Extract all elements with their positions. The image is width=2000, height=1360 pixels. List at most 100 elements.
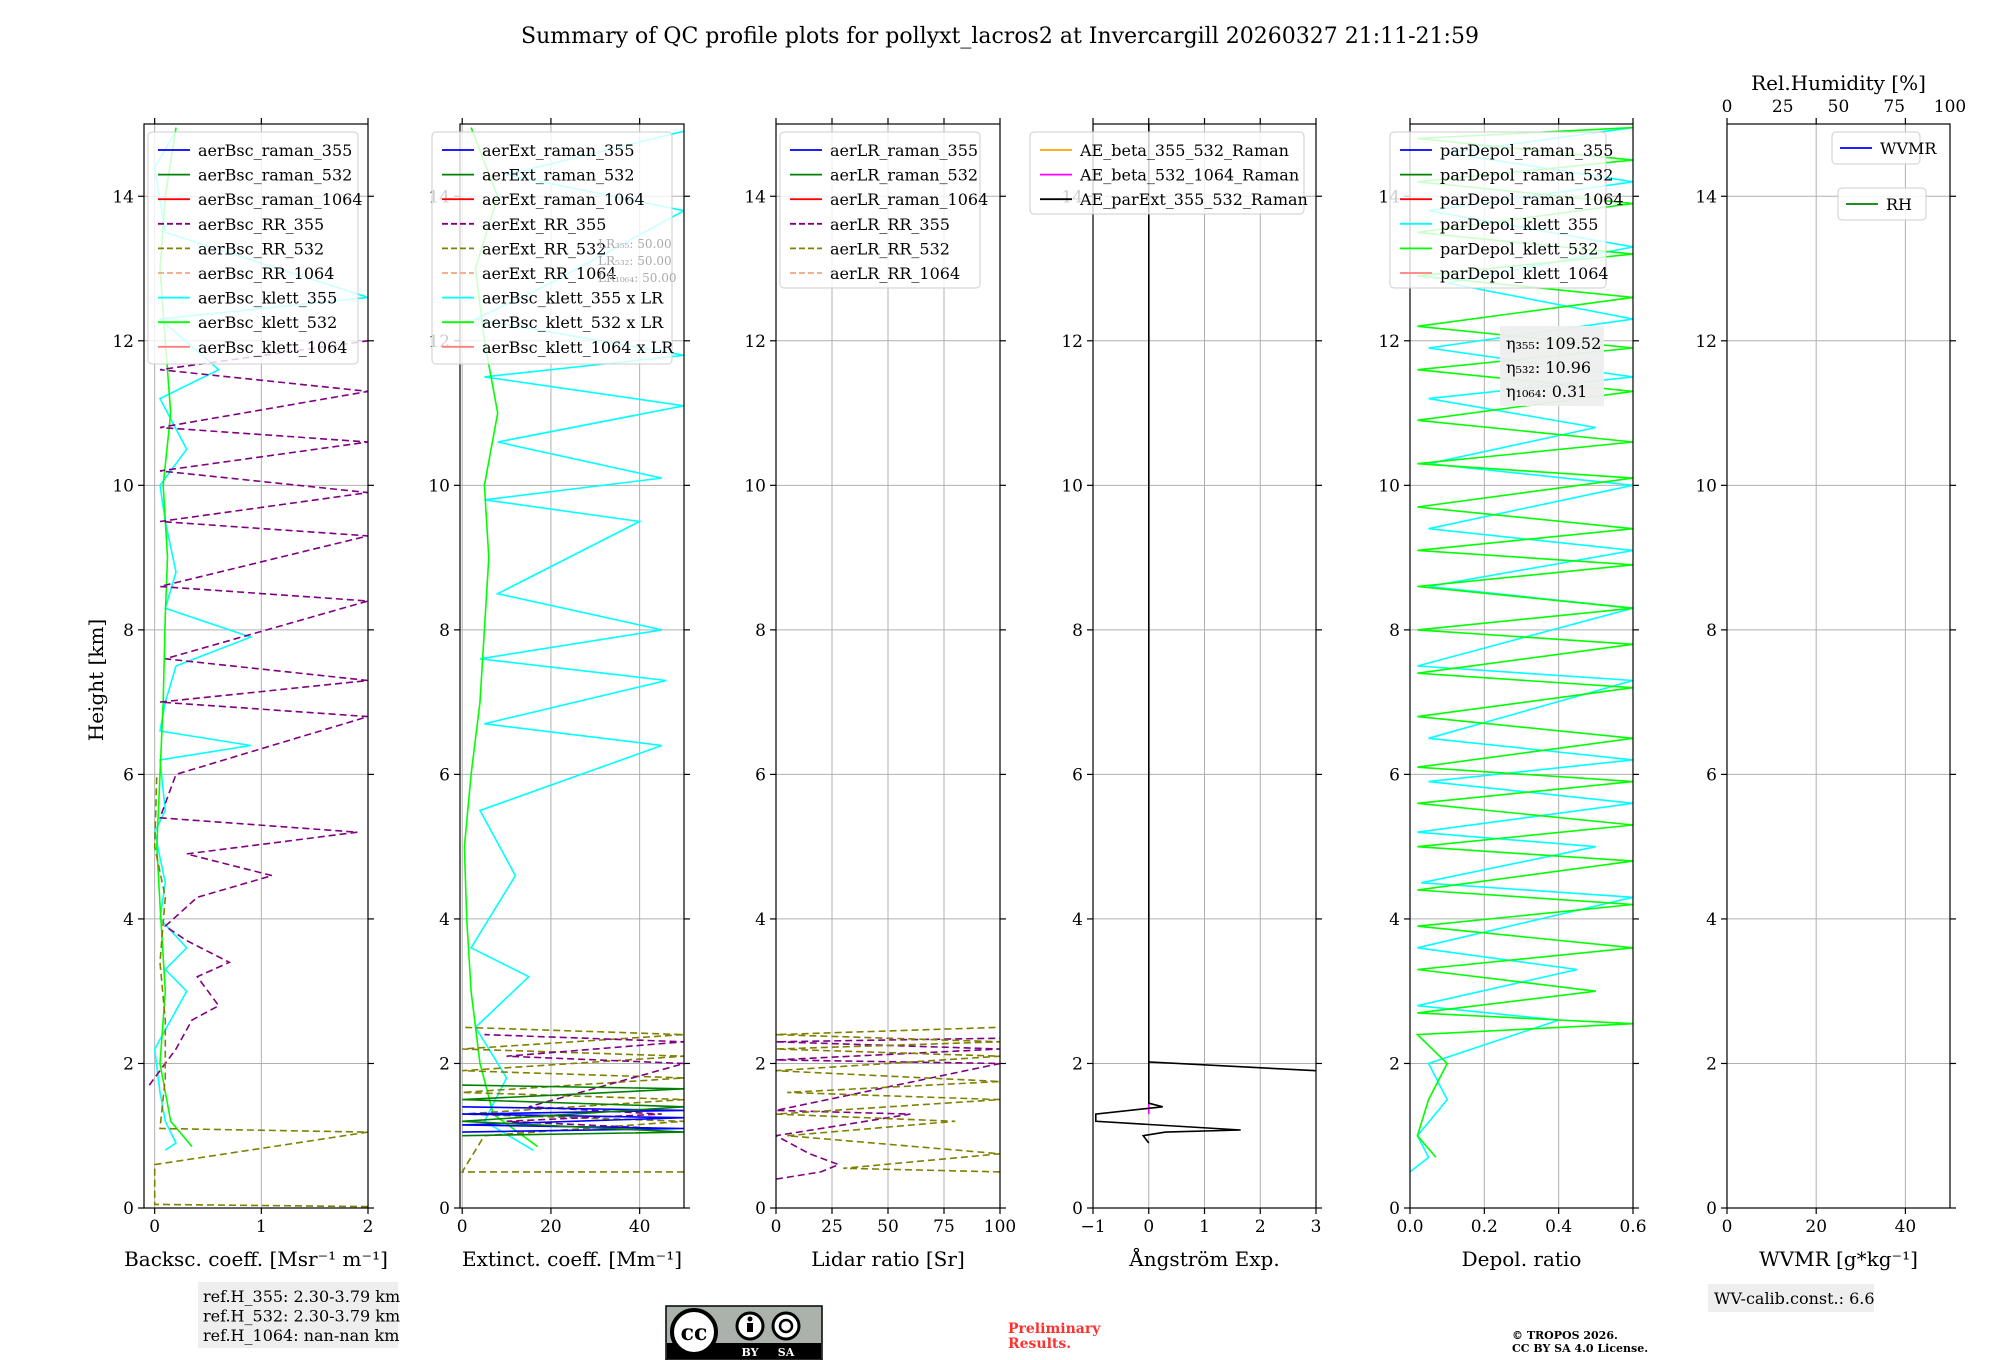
x-tick-label: 25: [821, 1217, 843, 1237]
top-axis-label: Rel.Humidity [%]: [1751, 71, 1926, 95]
y-tick-label: 4: [123, 910, 134, 930]
refh-label: ref.H_355: 2.30-3.79 km: [203, 1287, 400, 1306]
legend-label-aerbsc-raman-355: aerBsc_raman_355: [198, 141, 352, 160]
by-icon-body: [747, 1323, 753, 1332]
legend-label-rh: RH: [1886, 195, 1912, 214]
y-tick-label: 4: [1389, 910, 1400, 930]
legend-label-ae-beta-355-532-raman: AE_beta_355_532_Raman: [1079, 141, 1289, 160]
legend-label-aerbsc-klett-1064-x-lr: aerBsc_klett_1064 x LR: [482, 338, 674, 357]
x-tick-label: 0.0: [1396, 1217, 1423, 1237]
legend-label-aerbsc-rr-1064: aerBsc_RR_1064: [198, 264, 334, 283]
panel-extinction: 0204002468101214Extinct. coeff. [Mm⁻¹]ae…: [428, 118, 690, 1271]
y-tick-label: 8: [1706, 621, 1717, 641]
legend: WVMR RH: [1831, 131, 1937, 221]
top-axis-tick-label: 50: [1828, 97, 1850, 117]
x-tick-label: 0: [1143, 1217, 1154, 1237]
y-tick-label: 2: [1706, 1054, 1717, 1074]
y-tick-label: 14: [112, 187, 134, 207]
x-tick-label: 40: [629, 1217, 651, 1237]
x-tick-label: 0.4: [1545, 1217, 1572, 1237]
legend: parDepol_raman_355 parDepol_raman_532 parD…: [1389, 131, 1624, 289]
refh-label: ref.H_1064: nan-nan km: [203, 1326, 399, 1345]
legend-label-wvmr: WVMR: [1880, 139, 1937, 158]
x-tick-label: 0: [771, 1217, 782, 1237]
legend-label-pardepol-raman-532: parDepol_raman_532: [1440, 166, 1613, 185]
cc-icon: [670, 1308, 718, 1356]
y-tick-label: 2: [439, 1054, 450, 1074]
license-badge: cc BY SA: [665, 1305, 823, 1360]
legend: aerExt_raman_355 aerExt_raman_532 aerExt_r…: [431, 131, 674, 365]
y-tick-label: 2: [1072, 1054, 1083, 1074]
eta-label: η₃₅₅: 109.52: [1506, 334, 1601, 353]
lr-note: LR₅₃₂: 50.00: [598, 254, 672, 268]
series-aerext-rr-355: [484, 1033, 684, 1130]
y-axis-label: Height [km]: [84, 619, 108, 741]
x-axis-label: Backsc. coeff. [Msr⁻¹ m⁻¹]: [124, 1247, 388, 1271]
y-tick-label: 2: [1389, 1054, 1400, 1074]
y-tick-label: 8: [439, 621, 450, 641]
legend-label-aerext-rr-532: aerExt_RR_532: [482, 239, 606, 258]
legend-label-aerbsc-rr-532: aerBsc_RR_532: [198, 239, 324, 258]
legend-label-pardepol-klett-1064: parDepol_klett_1064: [1440, 264, 1609, 283]
series-pardepol-klett-532: [1415, 126, 1633, 1158]
y-tick-label: 4: [439, 910, 450, 930]
legend-box: [1029, 131, 1305, 215]
series-group: [1410, 126, 1633, 1173]
x-axis-label: Extinct. coeff. [Mm⁻¹]: [462, 1247, 682, 1271]
legend-label-aerbsc-klett-532: aerBsc_klett_532: [198, 313, 337, 332]
y-tick-label: 4: [1072, 910, 1083, 930]
y-tick-label: 8: [755, 621, 766, 641]
y-tick-label: 6: [123, 765, 134, 785]
y-tick-label: 12: [744, 332, 766, 352]
legend-box: [147, 131, 359, 365]
legend-box: [1837, 187, 1927, 221]
panel-frame: [1726, 123, 1951, 1209]
panel-lidar_ratio: 0 25 50 75 100 0 2 4 6 8 10 12 14 Lidar ratio [Sr] aer…: [744, 118, 1016, 1271]
sa-icon: [771, 1311, 801, 1341]
y-tick-label: 8: [1072, 621, 1083, 641]
y-tick-label: 0: [123, 1199, 134, 1219]
wv-calib-box: [1708, 1284, 1874, 1312]
legend-label-aerlr-rr-355: aerLR_RR_355: [830, 215, 950, 234]
x-tick-label: 75: [933, 1217, 955, 1237]
x-tick-label: 20: [1805, 1217, 1827, 1237]
legend-label-pardepol-raman-1064: parDepol_raman_1064: [1440, 190, 1624, 209]
legend-label-aerbsc-raman-1064: aerBsc_raman_1064: [198, 190, 363, 209]
x-tick-label: 0: [457, 1217, 468, 1237]
y-tick-label: 0: [755, 1199, 766, 1219]
panel-wvmr: 0 20 40 0 2 4 6 8 10 12 14 WVMR [g*kg⁻¹] 0 25 50 75 100 R…: [1695, 71, 1966, 1271]
legend-label-aerext-rr-1064: aerExt_RR_1064: [482, 264, 617, 283]
x-tick-label: 1: [256, 1217, 267, 1237]
y-tick-label: 14: [744, 187, 766, 207]
lr-note: LR₃₅₅: 50.00: [598, 237, 672, 251]
legend-label-aerlr-raman-532: aerLR_raman_532: [830, 166, 978, 185]
legend-box: [431, 131, 673, 365]
wv-calib-label: WV-calib.const.: 6.6: [1714, 1289, 1875, 1308]
legend-label-ae-parext-355-532-raman: AE_parExt_355_532_Raman: [1079, 190, 1308, 209]
y-tick-label: 10: [1378, 476, 1400, 496]
x-tick-label: 2: [363, 1217, 374, 1237]
series-aerlr-rr-355: [776, 1037, 1000, 1180]
eta-label: η₁₀₆₄: 0.31: [1506, 382, 1587, 401]
x-tick-label: 0.6: [1619, 1217, 1646, 1237]
eta-box: [1500, 326, 1604, 406]
x-axis-label: Depol. ratio: [1462, 1247, 1582, 1271]
x-axis-label: Lidar ratio [Sr]: [811, 1247, 965, 1271]
legend-label-pardepol-raman-355: parDepol_raman_355: [1440, 141, 1613, 160]
by-label: BY: [742, 1346, 759, 1359]
legend-label-aerlr-raman-1064: aerLR_raman_1064: [830, 190, 988, 209]
y-tick-label: 4: [755, 910, 766, 930]
legend: AE_beta_355_532_Raman AE_beta_532_1064_Ra…: [1029, 131, 1308, 215]
y-tick-label: 14: [1695, 187, 1717, 207]
y-tick-label: 8: [1389, 621, 1400, 641]
legend-label-aerbsc-rr-355: aerBsc_RR_355: [198, 215, 324, 234]
x-tick-label: 0: [149, 1217, 160, 1237]
sa-icon-arrow: [778, 1318, 794, 1334]
refh-label: ref.H_532: 2.30-3.79 km: [203, 1307, 400, 1326]
panel-frame: [143, 123, 369, 1209]
y-tick-label: 12: [1695, 332, 1717, 352]
